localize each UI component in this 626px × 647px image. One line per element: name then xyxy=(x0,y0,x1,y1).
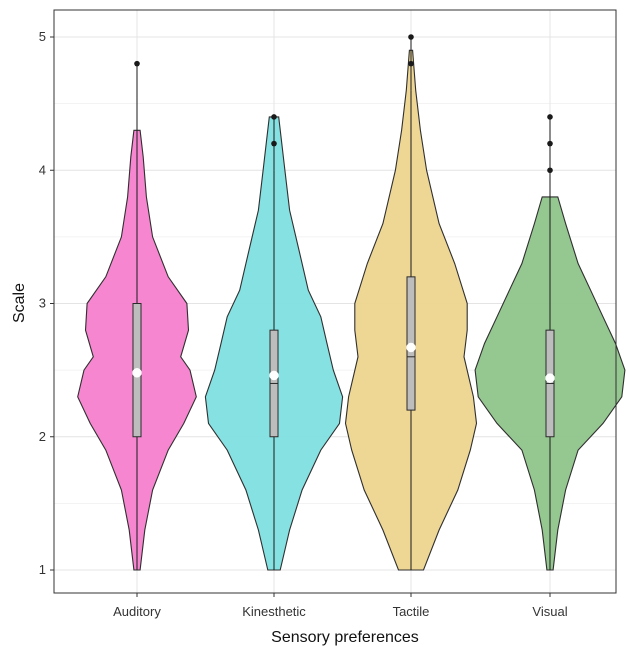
mean-point-kinesthetic xyxy=(269,370,279,381)
y-axis-title: Scale xyxy=(11,283,28,323)
y-tick-label: 2 xyxy=(39,429,46,444)
x-tick-label: Kinesthetic xyxy=(242,604,306,619)
plot-border xyxy=(53,9,617,594)
x-tick-label: Auditory xyxy=(113,604,161,619)
x-axis-ticks: Auditory Kinesthetic Tactile Visual xyxy=(113,593,568,619)
outlier-point xyxy=(547,114,553,120)
outlier-point xyxy=(271,114,277,120)
outlier-point xyxy=(134,60,140,67)
y-tick-label: 4 xyxy=(39,162,46,177)
mean-point-tactile xyxy=(406,342,416,353)
boxplots xyxy=(132,90,555,570)
y-axis-ticks: 1 2 3 4 5 xyxy=(39,29,54,577)
x-tick-label: Tactile xyxy=(393,604,430,619)
outlier-points xyxy=(134,34,553,197)
x-axis-title: Sensory preferences xyxy=(271,629,419,646)
y-tick-label: 1 xyxy=(39,562,46,577)
mean-point-auditory xyxy=(132,368,142,378)
outlier-point xyxy=(408,34,414,40)
mean-point-visual xyxy=(545,373,555,383)
y-tick-label: 5 xyxy=(39,29,46,44)
x-tick-label: Visual xyxy=(532,604,567,619)
y-tick-label: 3 xyxy=(39,296,46,311)
